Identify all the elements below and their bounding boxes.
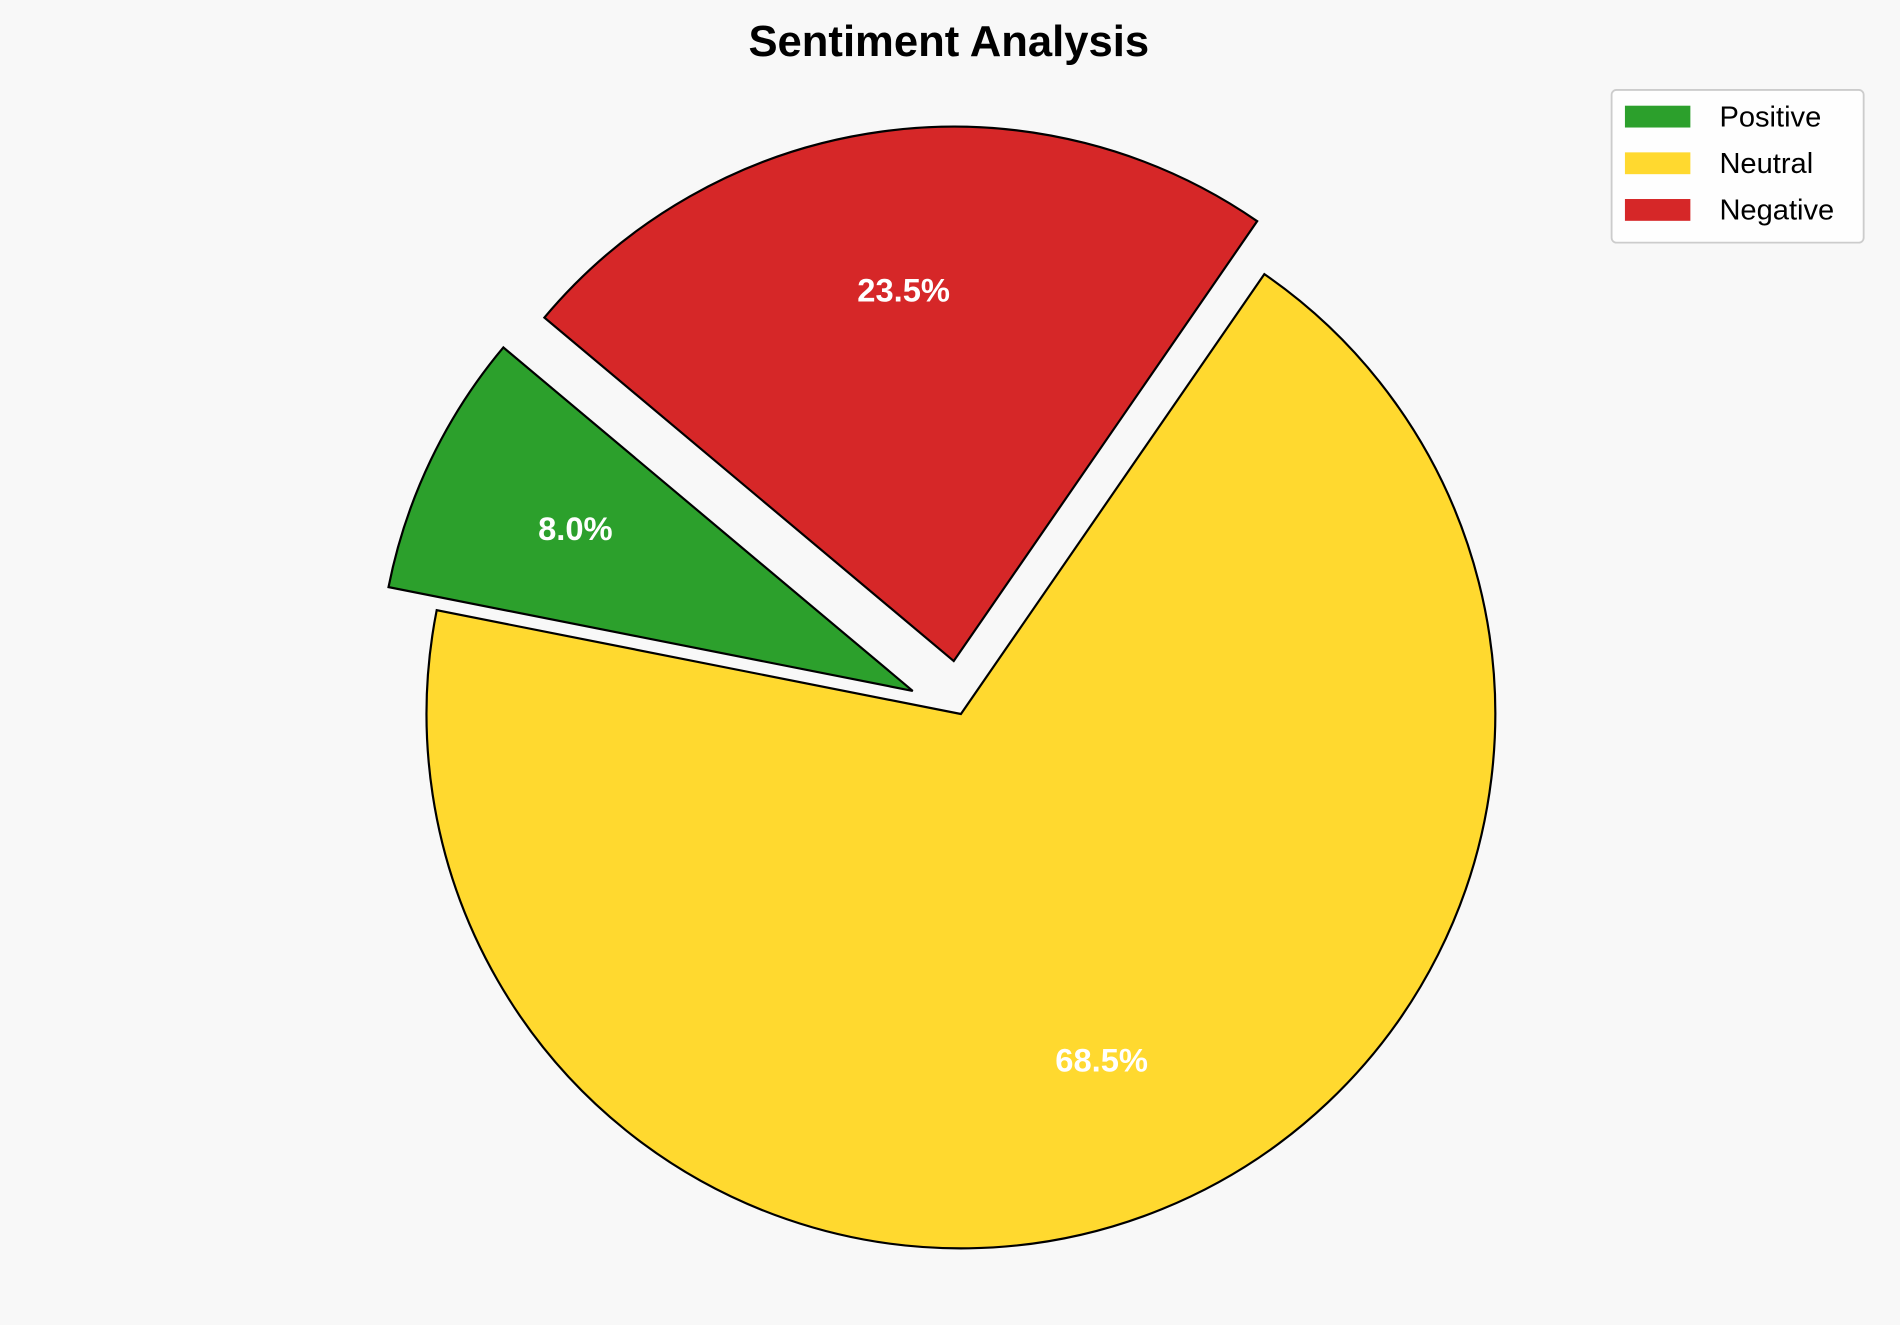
legend-label-neutral: Neutral xyxy=(1719,148,1813,180)
pie-label-positive: 8.0% xyxy=(538,510,613,547)
legend-label-negative: Negative xyxy=(1719,195,1834,227)
legend-label-positive: Positive xyxy=(1719,101,1821,133)
pie-slice-positive xyxy=(387,345,914,692)
legend: Positive Neutral Negative xyxy=(1610,89,1865,244)
legend-swatch-negative xyxy=(1624,199,1691,221)
pie-label-negative: 23.5% xyxy=(857,271,950,308)
pie-slice-neutral xyxy=(425,272,1497,1250)
pie-label-neutral: 68.5% xyxy=(1055,1041,1148,1078)
legend-swatch-neutral xyxy=(1624,152,1691,175)
chart-title: Sentiment Analysis xyxy=(748,18,1149,66)
pie-slice-negative xyxy=(542,125,1259,663)
legend-swatch-positive xyxy=(1624,105,1691,128)
